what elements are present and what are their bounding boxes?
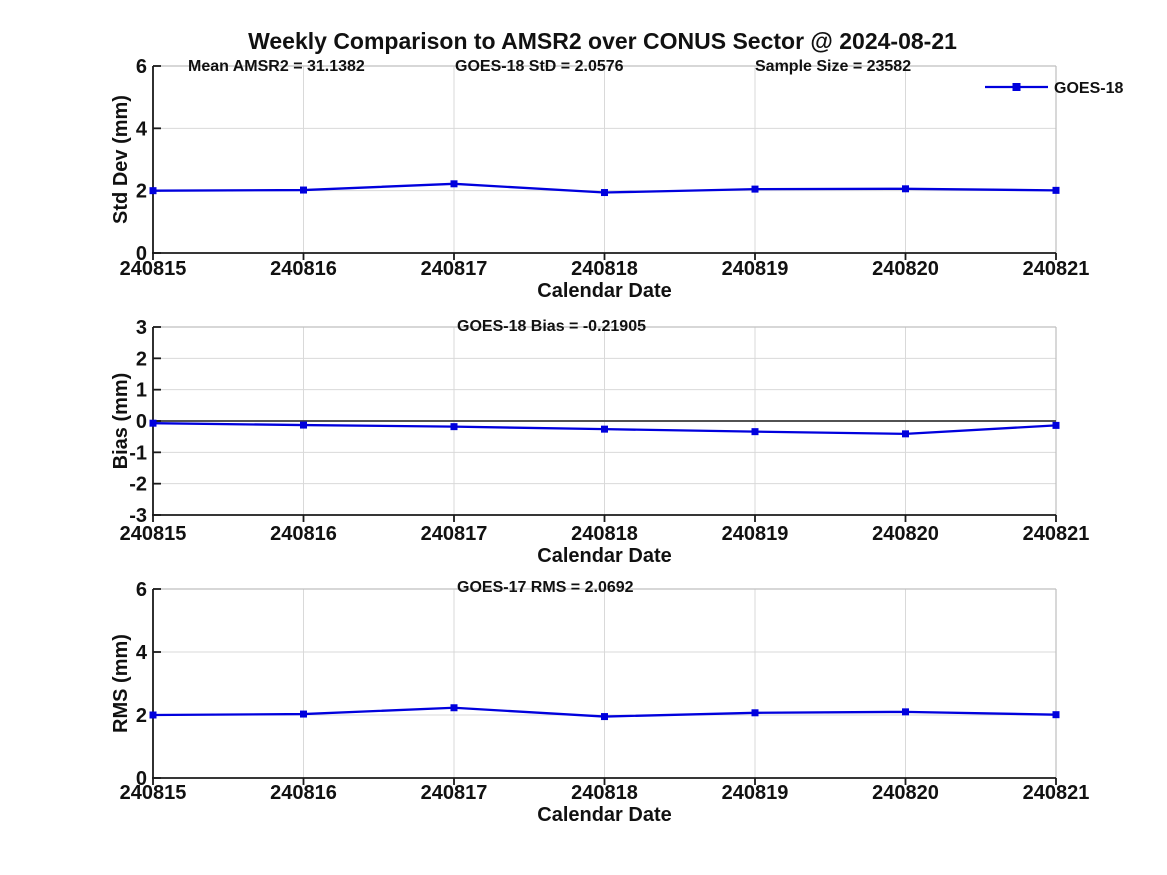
x-tick-label: 240819 xyxy=(722,258,789,280)
data-point-marker xyxy=(902,430,909,438)
data-point-marker xyxy=(601,189,608,197)
x-tick-label: 240820 xyxy=(872,258,939,280)
y-tick-label: 2 xyxy=(136,705,147,727)
y-tick-label: 0 xyxy=(136,768,147,790)
x-tick-label: 240817 xyxy=(421,258,488,280)
data-point-marker xyxy=(149,419,157,427)
y-axis-label: Std Dev (mm) xyxy=(110,95,132,224)
figure-title: Weekly Comparison to AMSR2 over CONUS Se… xyxy=(248,28,957,54)
data-point-marker xyxy=(751,428,759,436)
data-point-marker xyxy=(1052,711,1060,719)
data-point-marker xyxy=(149,187,157,195)
x-tick-label: 240816 xyxy=(270,523,337,545)
x-tick-label: 240815 xyxy=(120,258,187,280)
data-point-marker xyxy=(450,180,458,188)
x-tick-label: 240816 xyxy=(270,258,337,280)
data-point-marker xyxy=(902,708,909,716)
annotation-text: GOES-18 Bias = -0.21905 xyxy=(457,318,646,335)
x-tick-label: 240817 xyxy=(421,523,488,545)
y-tick-label: -1 xyxy=(129,442,147,464)
data-point-marker xyxy=(751,709,759,717)
data-point-marker xyxy=(450,423,458,431)
legend-label: GOES-18 xyxy=(1054,80,1123,97)
data-point-marker xyxy=(902,185,909,193)
y-tick-label: 6 xyxy=(136,56,147,78)
bias-subplot: -3 -2 -1 0 1 2 3 240815 240816 240817 240818 240819… xyxy=(110,317,1089,567)
data-point-marker xyxy=(149,711,157,719)
x-tick-label: 240821 xyxy=(1023,523,1090,545)
annotation-text: GOES-17 RMS = 2.0692 xyxy=(457,579,634,596)
stddev-subplot: 0 2 4 6 240815 240816 240817 240818 240819 240820… xyxy=(110,56,1123,302)
x-tick-label: 240821 xyxy=(1023,258,1090,280)
x-tick-label: 240818 xyxy=(571,258,638,280)
annotation-text: GOES-18 StD = 2.0576 xyxy=(455,58,624,75)
rms-subplot: 0 2 4 6 240815 240816 240817 240818 240819 240820… xyxy=(110,579,1089,826)
y-tick-label: 0 xyxy=(136,243,147,265)
data-point-marker xyxy=(300,710,307,718)
x-tick-label: 240821 xyxy=(1023,782,1090,804)
x-tick-label: 240818 xyxy=(571,782,638,804)
legend-marker-sample xyxy=(1012,83,1021,91)
y-tick-label: 1 xyxy=(136,380,147,402)
y-tick-label: -3 xyxy=(129,505,147,527)
data-point-marker xyxy=(1052,421,1060,429)
x-axis-label: Calendar Date xyxy=(537,280,672,302)
y-tick-label: 0 xyxy=(136,411,147,433)
x-axis-label: Calendar Date xyxy=(537,804,672,826)
x-tick-label: 240819 xyxy=(722,782,789,804)
y-axis-label: RMS (mm) xyxy=(110,634,132,733)
data-point-marker xyxy=(300,421,307,429)
data-point-marker xyxy=(601,425,608,433)
annotation-text: Sample Size = 23582 xyxy=(755,58,911,75)
data-point-marker xyxy=(601,713,608,721)
x-tick-label: 240820 xyxy=(872,782,939,804)
x-tick-label: 240816 xyxy=(270,782,337,804)
annotation-text: Mean AMSR2 = 31.1382 xyxy=(188,58,365,75)
y-tick-label: 2 xyxy=(136,181,147,203)
data-point-marker xyxy=(751,185,759,193)
data-point-marker xyxy=(1052,186,1060,194)
x-tick-label: 240815 xyxy=(120,782,187,804)
y-tick-label: 4 xyxy=(136,642,148,664)
data-point-marker xyxy=(300,186,307,194)
y-tick-label: 6 xyxy=(136,579,147,601)
y-tick-label: 2 xyxy=(136,348,147,370)
data-point-marker xyxy=(450,704,458,712)
x-tick-label: 240819 xyxy=(722,523,789,545)
x-tick-label: 240815 xyxy=(120,523,187,545)
y-axis-label: Bias (mm) xyxy=(110,373,132,470)
x-tick-label: 240820 xyxy=(872,523,939,545)
y-tick-label: 3 xyxy=(136,317,147,339)
y-tick-label: 4 xyxy=(136,118,148,140)
x-axis-label: Calendar Date xyxy=(537,545,672,567)
x-tick-label: 240818 xyxy=(571,523,638,545)
y-tick-label: -2 xyxy=(129,474,147,496)
x-tick-label: 240817 xyxy=(421,782,488,804)
